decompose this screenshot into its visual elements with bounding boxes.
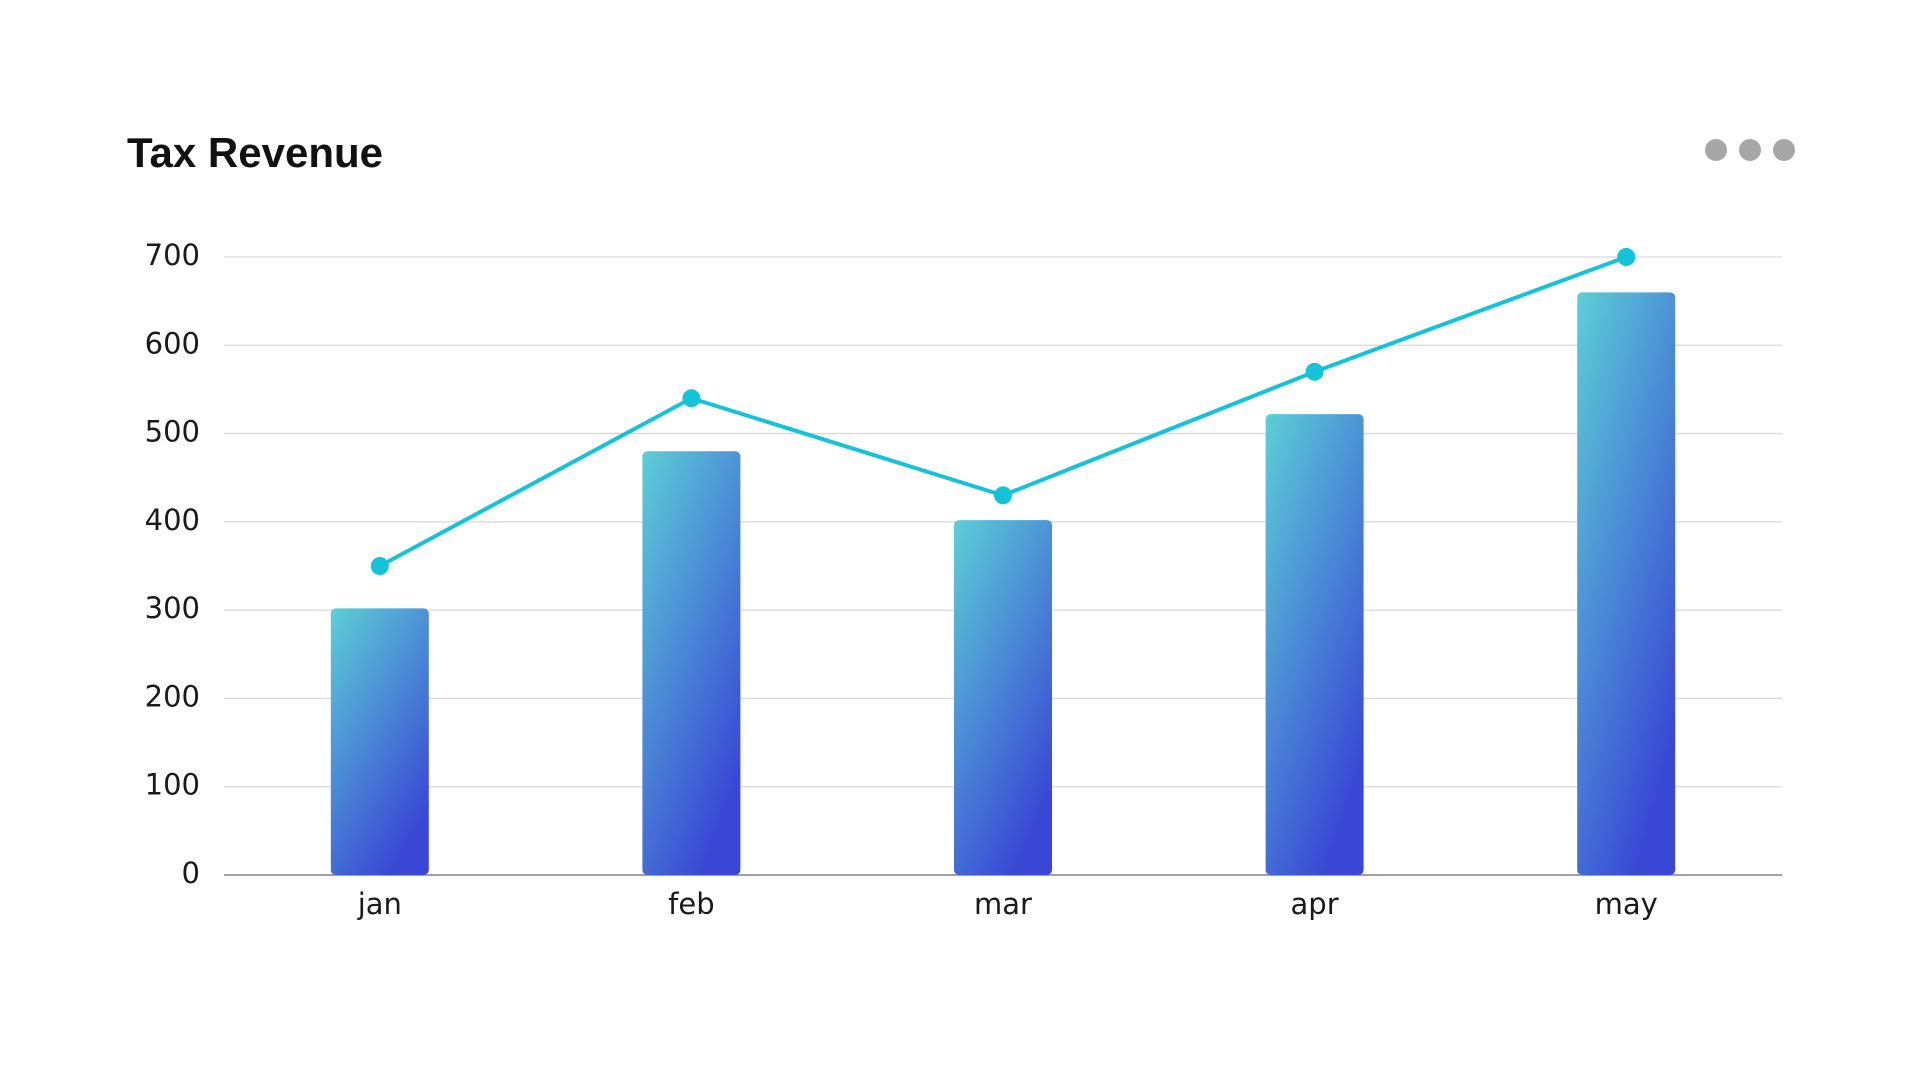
line-point	[1617, 248, 1636, 266]
x-tick-label: jan	[357, 887, 402, 921]
y-tick-label: 100	[145, 768, 200, 802]
line-point	[1305, 362, 1324, 381]
x-tick-label: mar	[974, 887, 1032, 921]
y-tick-label: 400	[145, 503, 200, 537]
bar	[1265, 414, 1364, 875]
bar	[642, 451, 741, 875]
y-tick-label: 700	[145, 238, 200, 272]
line-point	[994, 486, 1012, 505]
menu-dot	[1705, 139, 1727, 161]
x-tick-label: may	[1595, 887, 1658, 921]
line	[378, 255, 1627, 568]
y-tick-label: 600	[145, 326, 200, 360]
y-tick-label: 0	[182, 856, 200, 890]
menu-dot	[1773, 139, 1795, 161]
bar	[954, 520, 1052, 875]
y-tick-label: 500	[145, 415, 200, 449]
y-tick-label: 300	[145, 591, 200, 625]
x-tick-label: feb	[668, 887, 714, 921]
bar	[1577, 292, 1676, 875]
menu-dot	[1739, 139, 1761, 161]
bar	[330, 608, 429, 875]
menu-button[interactable]	[1705, 139, 1795, 161]
x-tick-label: apr	[1291, 887, 1339, 921]
line-point	[682, 389, 701, 408]
y-tick-label: 200	[145, 679, 200, 713]
line-point	[370, 557, 389, 575]
chart-title: Tax Revenue	[127, 129, 383, 176]
